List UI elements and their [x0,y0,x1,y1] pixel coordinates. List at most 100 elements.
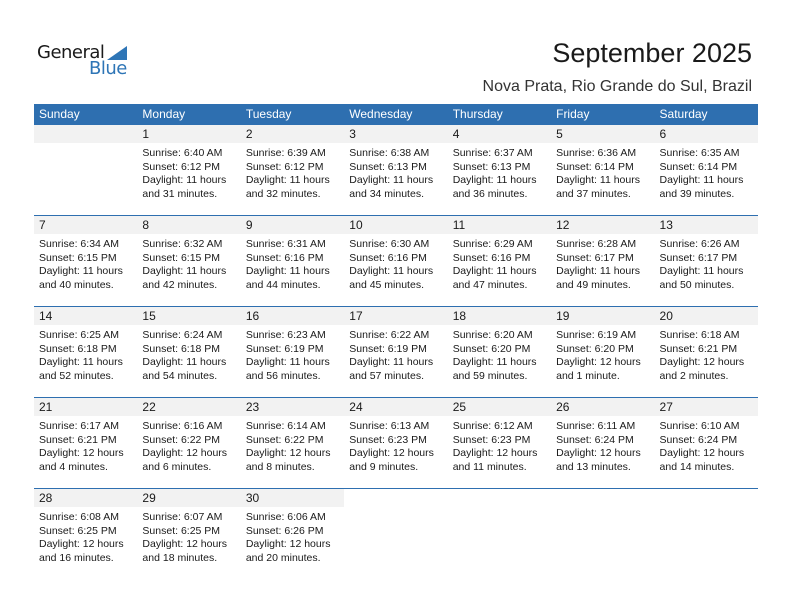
daylight-minutes: and 50 minutes. [659,278,735,291]
day-number: 15 [137,307,241,325]
day-number: 1 [137,125,241,143]
day-number: 13 [654,216,758,234]
week-row: 28 Sunrise: 6:08 AM Sunset: 6:25 PM Dayligh… [34,488,758,579]
weekday-monday: Monday [142,107,186,121]
day-info: Sunrise: 6:24 AM Sunset: 6:18 PM Daylight:… [137,329,240,383]
day-cell: 8 Sunrise: 6:32 AM Sunset: 6:15 PM Daylight… [137,216,241,306]
day-cell: 30 Sunrise: 6:06 AM Sunset: 6:26 PM Dayligh… [240,489,345,579]
daylight-minutes: and 8 minutes. [245,460,315,473]
sunset: Sunset: 6:16 PM [349,251,427,264]
sunset: Sunset: 6:17 PM [659,251,738,264]
day-number: 5 [551,125,655,143]
day-number: 6 [654,125,758,143]
daylight-hours: Daylight: 12 hours [659,356,745,368]
daylight-minutes: and 56 minutes. [245,369,321,382]
weekday-friday: Friday [556,107,590,121]
day-cell: 11 Sunrise: 6:29 AM Sunset: 6:16 PM Dayligh… [447,216,552,306]
sunrise: Sunrise: 6:25 AM [39,329,119,341]
sunset: Sunset: 6:15 PM [142,251,221,264]
day-cell: 7 Sunrise: 6:34 AM Sunset: 6:15 PM Daylight… [34,216,138,306]
sunrise: Sunrise: 6:16 AM [142,420,223,432]
day-number: 9 [240,216,345,234]
sunrise: Sunrise: 6:13 AM [349,420,430,432]
day-cell: 20 Sunrise: 6:18 AM Sunset: 6:21 PM Dayligh… [654,307,758,397]
daylight-minutes: and 49 minutes. [556,278,631,291]
day-number: 11 [447,216,552,234]
day-info: Sunrise: 6:38 AM Sunset: 6:13 PM Daylight:… [344,147,447,201]
day-info: Sunrise: 6:32 AM Sunset: 6:15 PM Daylight:… [137,238,240,292]
daylight-minutes: and 34 minutes. [349,187,424,200]
sunrise: Sunrise: 6:19 AM [556,329,637,341]
empty-cell [34,125,138,215]
daylight-minutes: and 2 minutes. [659,369,729,382]
sunset: Sunset: 6:19 PM [349,342,427,355]
week-row: 1 Sunrise: 6:40 AM Sunset: 6:12 PM Daylight… [34,125,758,215]
sunrise: Sunrise: 6:36 AM [556,147,637,159]
day-number: 3 [344,125,448,143]
day-number: 23 [240,398,345,416]
daylight-minutes: and 4 minutes. [39,460,108,473]
sunrise: Sunrise: 6:31 AM [245,238,326,250]
sunrise: Sunrise: 6:14 AM [245,420,326,432]
day-number: 26 [551,398,655,416]
day-number: 29 [137,489,241,507]
sunset: Sunset: 6:24 PM [556,433,634,446]
day-number: 27 [654,398,758,416]
day-cell: 21 Sunrise: 6:17 AM Sunset: 6:21 PM Dayligh… [34,398,138,488]
sunset: Sunset: 6:16 PM [245,251,324,264]
daylight-minutes: and 59 minutes. [452,369,528,382]
daylight-minutes: and 32 minutes. [245,187,321,200]
day-cell: 17 Sunrise: 6:22 AM Sunset: 6:19 PM Dayligh… [344,307,448,397]
sunrise: Sunrise: 6:26 AM [659,238,740,250]
day-cell: 2 Sunrise: 6:39 AM Sunset: 6:12 PM Daylight… [240,125,345,215]
sunset: Sunset: 6:13 PM [452,160,531,173]
day-info: Sunrise: 6:11 AM Sunset: 6:24 PM Daylight:… [551,420,654,474]
sunset: Sunset: 6:12 PM [142,160,221,173]
day-number: 28 [34,489,138,507]
daylight-minutes: and 45 minutes. [349,278,424,291]
day-cell: 26 Sunrise: 6:11 AM Sunset: 6:24 PM Dayligh… [551,398,655,488]
sunrise: Sunrise: 6:28 AM [556,238,637,250]
logo-triangle-icon [107,46,127,60]
empty-cell [655,489,758,579]
daylight-hours: Daylight: 11 hours [142,356,227,368]
day-cell: 3 Sunrise: 6:38 AM Sunset: 6:13 PM Daylight… [344,125,448,215]
sunset: Sunset: 6:17 PM [556,251,634,264]
daylight-hours: Daylight: 12 hours [556,447,641,459]
day-info: Sunrise: 6:26 AM Sunset: 6:17 PM Daylight:… [655,238,758,292]
day-cell: 27 Sunrise: 6:10 AM Sunset: 6:24 PM Dayligh… [654,398,758,488]
daylight-hours: Daylight: 11 hours [349,174,434,186]
sunrise: Sunrise: 6:23 AM [245,329,326,341]
day-number: 16 [240,307,345,325]
daylight-hours: Daylight: 11 hours [245,356,330,368]
day-cell: 22 Sunrise: 6:16 AM Sunset: 6:22 PM Dayligh… [137,398,241,488]
daylight-hours: Daylight: 11 hours [245,174,330,186]
sunrise: Sunrise: 6:07 AM [142,511,223,523]
day-info: Sunrise: 6:08 AM Sunset: 6:25 PM Daylight:… [34,511,137,565]
daylight-minutes: and 9 minutes. [349,460,419,473]
daylight-hours: Daylight: 12 hours [452,447,538,459]
sunset: Sunset: 6:23 PM [349,433,427,446]
sunrise: Sunrise: 6:08 AM [39,511,119,523]
page-title: September 2025 [552,38,752,68]
daylight-hours: Daylight: 11 hours [452,356,537,368]
daylight-minutes: and 40 minutes. [39,278,114,291]
daylight-hours: Daylight: 11 hours [142,174,227,186]
daylight-minutes: and 16 minutes. [39,551,114,564]
sunrise: Sunrise: 6:11 AM [556,420,636,432]
day-info: Sunrise: 6:40 AM Sunset: 6:12 PM Daylight:… [137,147,240,201]
sunset: Sunset: 6:23 PM [452,433,531,446]
sunrise: Sunrise: 6:06 AM [245,511,326,523]
day-number: 8 [137,216,241,234]
empty-cell [344,489,447,579]
day-info: Sunrise: 6:34 AM Sunset: 6:15 PM Daylight:… [34,238,137,292]
sunset: Sunset: 6:21 PM [659,342,738,355]
sunset: Sunset: 6:25 PM [39,524,117,537]
daylight-hours: Daylight: 11 hours [659,265,744,277]
weekday-header: Sunday Monday Tuesday Wednesday Thursday Frid… [34,104,758,125]
day-cell: 18 Sunrise: 6:20 AM Sunset: 6:20 PM Dayligh… [447,307,552,397]
day-number: 4 [447,125,552,143]
sunrise: Sunrise: 6:38 AM [349,147,430,159]
day-info: Sunrise: 6:06 AM Sunset: 6:26 PM Daylight:… [241,511,344,565]
daylight-minutes: and 18 minutes. [142,551,218,564]
